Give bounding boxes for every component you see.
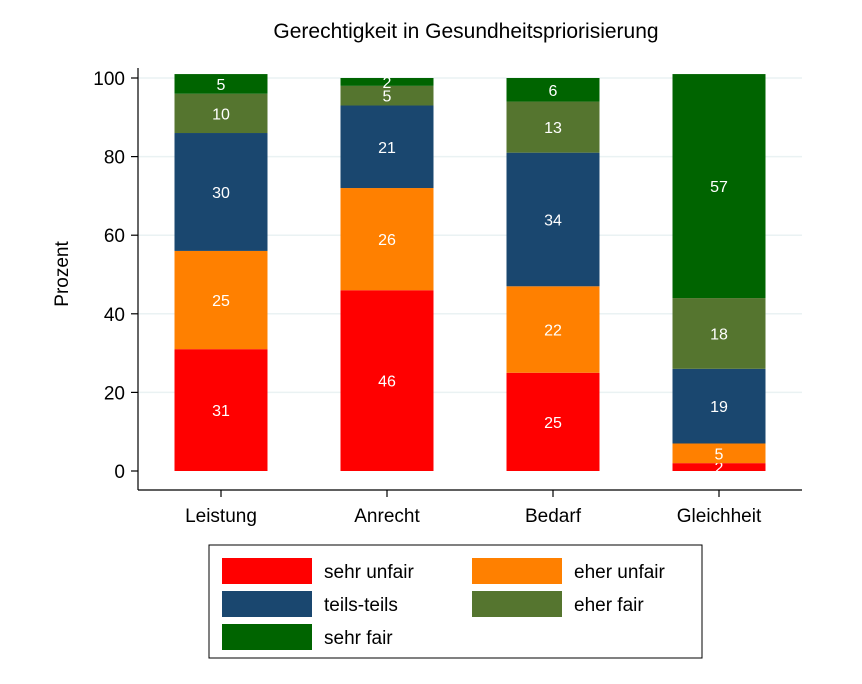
bar-segment	[506, 101, 600, 153]
data-label: 30	[212, 185, 230, 202]
data-label: 10	[212, 106, 230, 123]
x-tick-label: Gleichheit	[677, 506, 762, 527]
bar-segment	[340, 188, 434, 291]
y-axis-label: Prozent	[52, 241, 73, 307]
bar-segment	[506, 78, 600, 102]
data-label: 13	[544, 120, 562, 137]
y-tick-label: 60	[104, 226, 125, 247]
y-tick-label: 20	[104, 383, 125, 404]
data-label: 26	[378, 232, 396, 249]
data-label: 18	[710, 326, 728, 343]
data-label: 46	[378, 374, 396, 391]
data-label: 25	[544, 415, 562, 432]
bar-segment	[174, 133, 268, 251]
legend-label: eher fair	[574, 595, 644, 616]
chart-title: Gerechtigkeit in Gesundheitspriorisierun…	[273, 20, 658, 43]
bar-segment	[340, 78, 434, 86]
bar-segment	[340, 105, 434, 189]
bar-segment	[672, 298, 766, 369]
legend: sehr unfair eher unfair teils-teils eher fa…	[208, 544, 703, 659]
data-label: 5	[715, 446, 724, 463]
legend-label: sehr unfair	[324, 562, 414, 583]
bar-segment	[506, 286, 600, 373]
data-label: 21	[378, 140, 396, 157]
bar-segment	[174, 349, 268, 471]
data-label: 2	[383, 75, 392, 92]
bar-segment	[672, 463, 766, 471]
bar-segment	[672, 74, 766, 299]
legend-swatch	[222, 624, 312, 650]
data-label: 57	[710, 179, 728, 196]
legend-label: teils-teils	[324, 595, 398, 616]
bar-segment	[174, 250, 268, 350]
legend-label: sehr fair	[324, 628, 393, 649]
legend-label: eher unfair	[574, 562, 666, 583]
data-label: 6	[549, 83, 558, 100]
y-tick-label: 80	[104, 148, 125, 169]
bar-segment	[672, 368, 766, 444]
data-label: 5	[383, 89, 392, 106]
legend-swatch	[222, 591, 312, 617]
data-label: 2	[715, 460, 724, 477]
legend-swatch	[222, 558, 312, 584]
y-tick-label: 40	[104, 305, 125, 326]
bar-segment	[506, 152, 600, 287]
y-tick-label: 100	[93, 69, 125, 90]
legend-swatch	[472, 558, 562, 584]
bar-segment	[506, 372, 600, 471]
data-label: 25	[212, 293, 230, 310]
bar-segment	[340, 290, 434, 471]
data-label: 34	[544, 212, 562, 229]
bar-segment	[174, 74, 268, 94]
y-tick-label: 0	[114, 462, 125, 483]
data-label: 5	[217, 77, 226, 94]
x-tick-label: Anrecht	[354, 506, 420, 527]
data-label: 19	[710, 399, 728, 416]
data-label: 31	[212, 403, 230, 420]
axes: 0 20 40 60 80 100 Leistung Anrecht Bedarf Gleichh…	[93, 68, 802, 527]
x-tick-label: Bedarf	[525, 506, 582, 527]
data-label: 22	[544, 323, 562, 340]
bar-segment	[174, 93, 268, 134]
bar-segment	[340, 85, 434, 106]
bar-segment	[672, 443, 766, 464]
x-tick-label: Leistung	[185, 506, 257, 527]
legend-swatch	[472, 591, 562, 617]
